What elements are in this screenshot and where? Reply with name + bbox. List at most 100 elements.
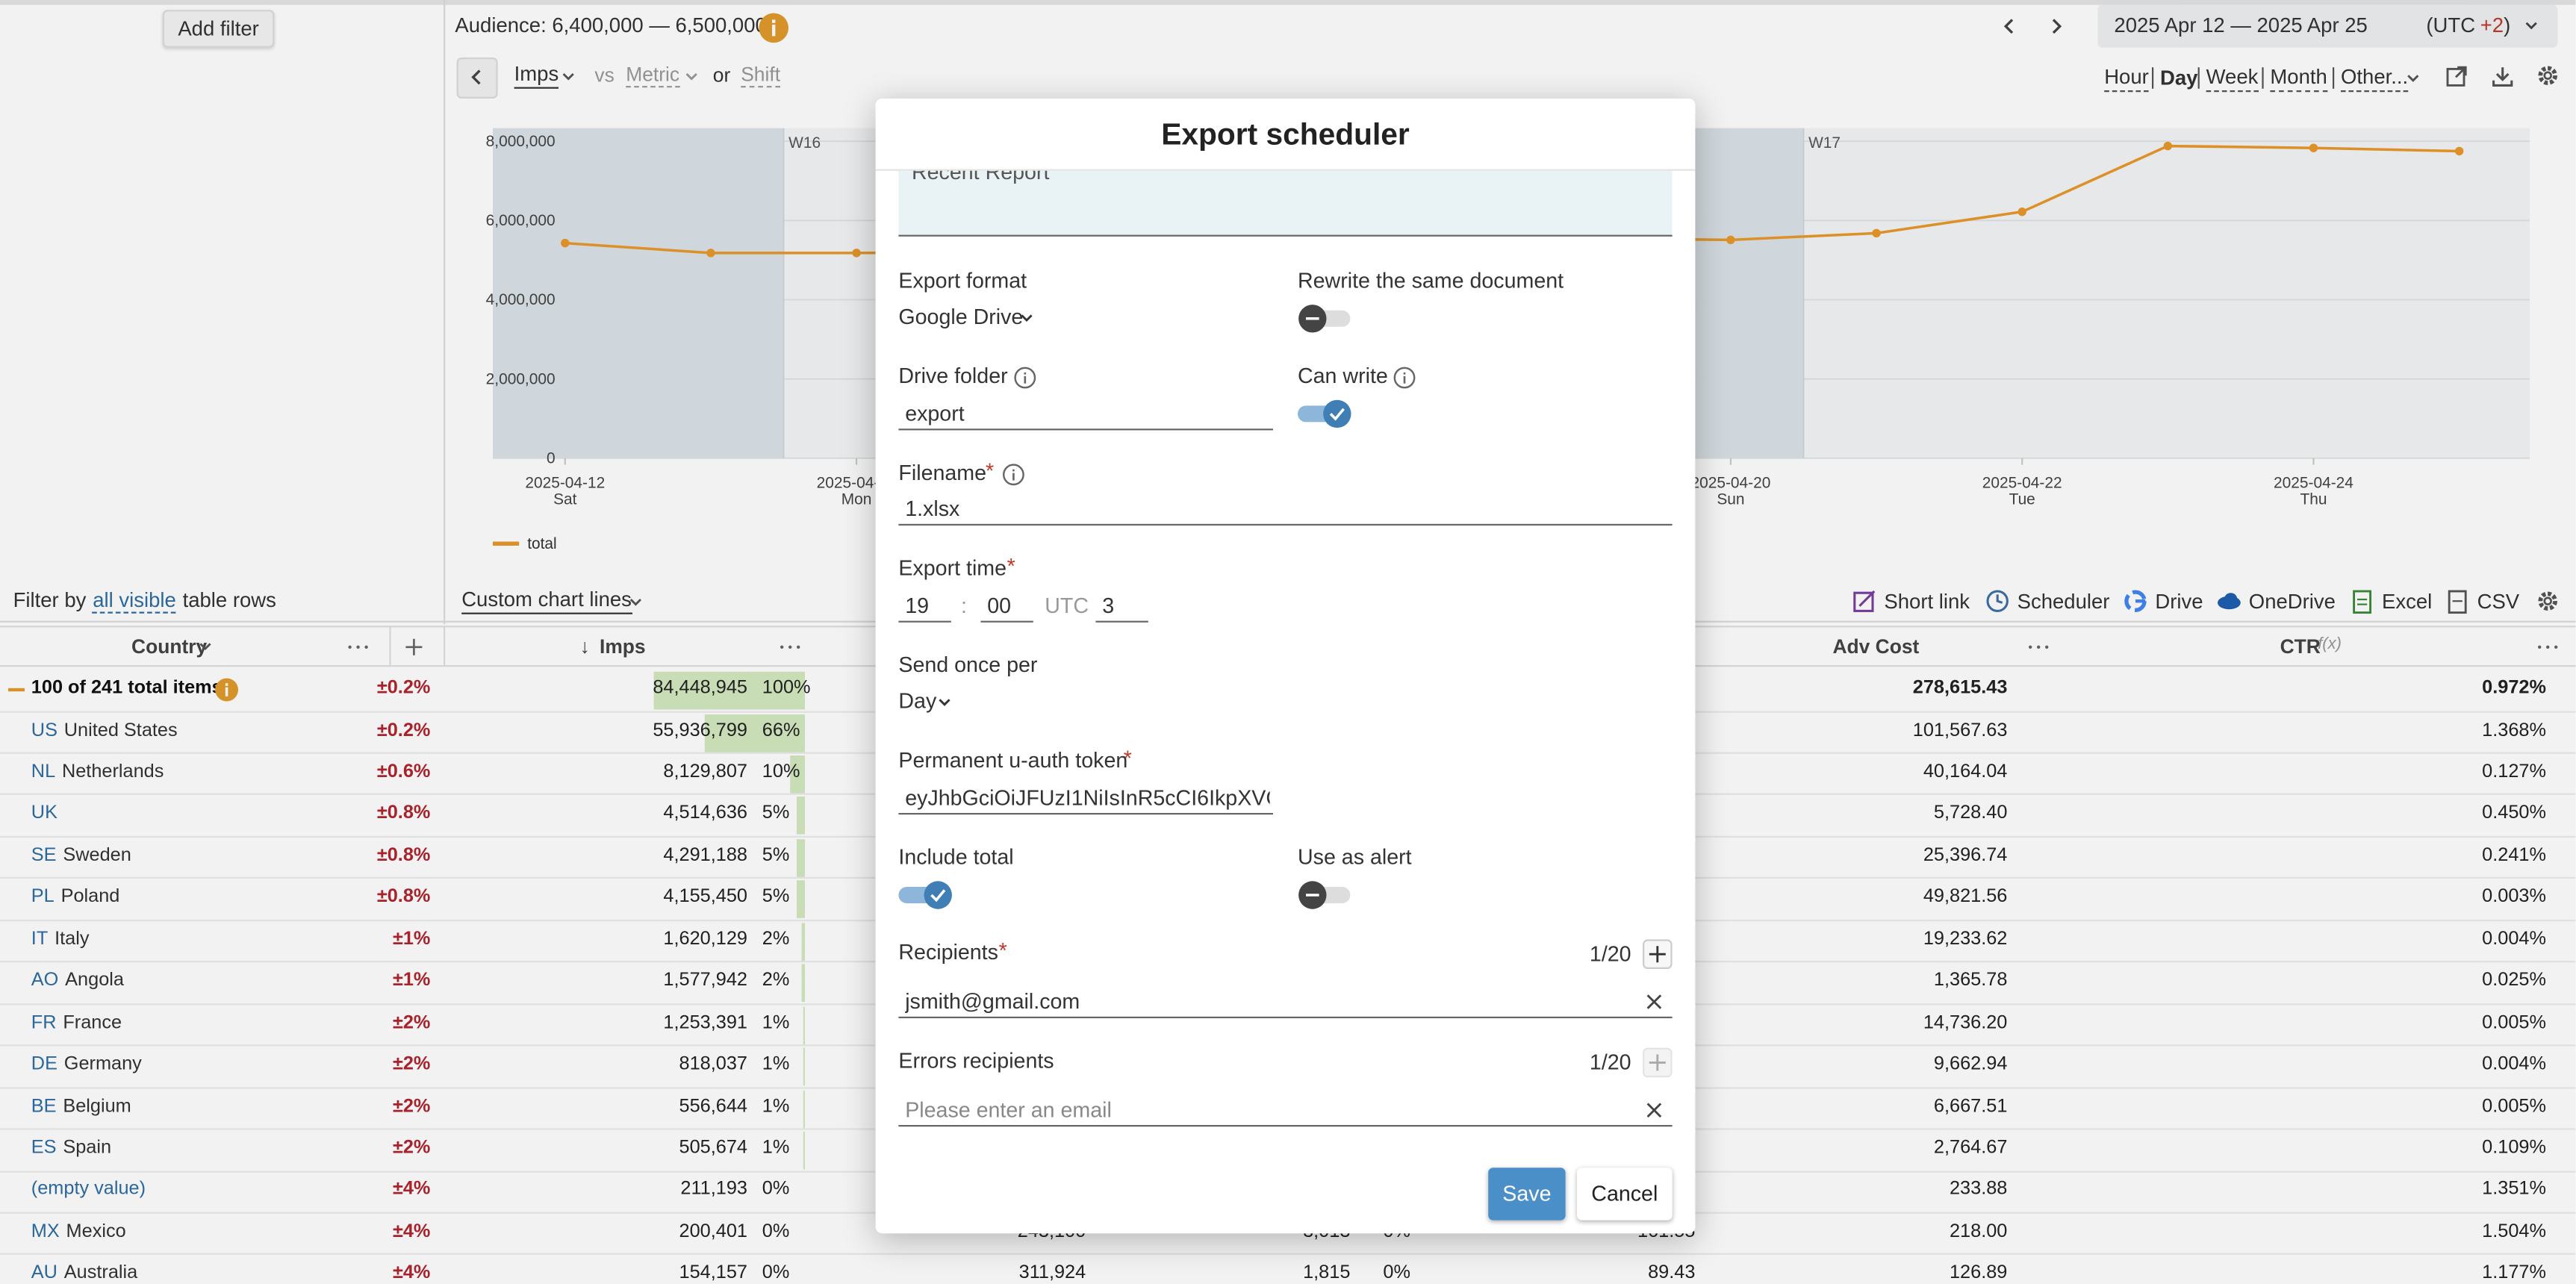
open-external[interactable] <box>2446 66 2468 87</box>
country-cell[interactable]: SE Sweden <box>31 846 131 868</box>
country-name[interactable]: United States <box>63 720 178 741</box>
country-cell[interactable]: MX Mexico <box>31 1222 126 1244</box>
country-cell[interactable]: AO Angola <box>31 971 124 994</box>
country-name[interactable]: Australia <box>63 1263 138 1284</box>
add-error-recipient[interactable] <box>1643 1047 1673 1078</box>
toggle[interactable] <box>1298 880 1354 910</box>
recipient-input[interactable]: jsmith@gmail.com <box>905 988 1080 1014</box>
country-name[interactable]: Angola <box>65 970 124 991</box>
minute-input[interactable]: 00 <box>987 593 1012 618</box>
plus-icon[interactable] <box>1649 1054 1666 1071</box>
next-period[interactable] <box>2050 18 2064 34</box>
menu-dots[interactable] <box>348 645 368 649</box>
action-icon[interactable] <box>1986 590 2009 613</box>
country-code[interactable]: SE <box>31 845 57 866</box>
shift[interactable]: Shift <box>741 63 781 89</box>
country-name[interactable]: (empty value) <box>31 1179 146 1200</box>
report-name-field[interactable] <box>898 170 1673 237</box>
country-code[interactable]: PL <box>31 887 55 908</box>
granularity-option[interactable]: Day <box>2160 66 2198 89</box>
prev-period[interactable] <box>2003 18 2016 34</box>
country-code[interactable]: FR <box>31 1012 57 1033</box>
country-name[interactable]: Mexico <box>66 1221 126 1242</box>
granularity-option[interactable]: Other... <box>2341 65 2409 92</box>
error-recipient-input[interactable]: Please enter an email <box>905 1097 1112 1123</box>
country-name[interactable]: Netherlands <box>61 761 164 782</box>
metric-select[interactable]: Imps <box>514 63 559 89</box>
custom-chart-lines[interactable]: Custom chart lines <box>461 588 632 614</box>
country-cell[interactable]: US United States <box>31 720 178 743</box>
menu-dots[interactable] <box>2029 645 2049 649</box>
all-visible-link[interactable]: all visible <box>93 588 176 614</box>
country-name[interactable]: Belgium <box>63 1096 131 1117</box>
hour-input[interactable]: 19 <box>905 593 930 618</box>
country-code[interactable]: BE <box>31 1096 57 1117</box>
country-code[interactable]: IT <box>31 929 49 950</box>
action-icon[interactable] <box>2218 590 2241 613</box>
cancel-button[interactable] <box>1577 1168 1673 1221</box>
token-input[interactable]: eyJhbGciOiJFUzI1NiIsInR5cCI6IkpXVC <box>905 785 1270 811</box>
info-icon[interactable] <box>1002 463 1025 486</box>
country-name[interactable]: Germany <box>63 1054 142 1075</box>
action-link[interactable]: OneDrive <box>2248 589 2336 613</box>
metric2-select[interactable]: Metric <box>626 63 680 89</box>
country-cell[interactable]: NL Netherlands <box>31 762 164 785</box>
country-name[interactable]: Italy <box>55 929 90 950</box>
granularity-option[interactable]: Month <box>2270 65 2327 92</box>
back-button[interactable] <box>456 57 498 99</box>
action-icon[interactable] <box>2446 590 2469 614</box>
date-range-box[interactable] <box>2097 4 2558 48</box>
toggle[interactable] <box>1298 304 1354 334</box>
utc-offset-input[interactable]: 3 <box>1102 593 1115 618</box>
clear-error-recipient[interactable] <box>1646 1103 1662 1118</box>
country-name[interactable]: France <box>63 1012 122 1033</box>
country-cell[interactable]: AU Australia <box>31 1264 137 1284</box>
toggle[interactable] <box>898 880 954 910</box>
country-cell[interactable]: ES Spain <box>31 1138 111 1161</box>
menu-dots[interactable] <box>780 645 800 649</box>
country-code[interactable]: ES <box>31 1138 57 1159</box>
granularity-option[interactable]: Week <box>2206 65 2259 92</box>
country-name[interactable]: Spain <box>63 1138 112 1159</box>
country-code[interactable]: UK <box>31 803 57 824</box>
granularity-option[interactable]: Hour <box>2104 65 2149 92</box>
country-cell[interactable]: DE Germany <box>31 1055 142 1077</box>
action-link[interactable]: Short link <box>1884 589 1970 613</box>
action-link[interactable]: Drive <box>2155 589 2203 613</box>
clear-recipient[interactable] <box>1646 994 1662 1009</box>
country-cell[interactable]: BE Belgium <box>31 1097 131 1119</box>
settings[interactable] <box>2536 590 2560 613</box>
filename-input[interactable]: 1.xlsx <box>905 496 960 521</box>
country-name[interactable]: Sweden <box>63 845 131 866</box>
action-icon[interactable] <box>1853 590 1876 613</box>
action-link[interactable]: Scheduler <box>2017 589 2110 613</box>
country-cell[interactable]: (empty value) <box>31 1180 146 1203</box>
country-cell[interactable]: UK <box>31 804 64 826</box>
drive-folder-input[interactable]: export <box>905 401 965 426</box>
action-link[interactable]: CSV <box>2477 589 2520 613</box>
action-link[interactable]: Excel <box>2382 589 2433 613</box>
toggle[interactable] <box>1298 399 1354 429</box>
country-code[interactable]: AO <box>31 970 59 991</box>
action-icon[interactable] <box>2124 590 2147 613</box>
add-filter-label[interactable]: Add filter <box>178 16 259 40</box>
column-header[interactable]: CTR <box>2280 634 2321 658</box>
country-code[interactable]: AU <box>31 1263 57 1284</box>
send-once-select[interactable]: Day <box>898 688 937 714</box>
action-icon[interactable] <box>2351 590 2374 614</box>
country-name[interactable]: Poland <box>60 887 120 908</box>
info-icon[interactable] <box>1393 367 1416 390</box>
country-code[interactable]: MX <box>31 1221 60 1242</box>
save-button[interactable] <box>1488 1168 1566 1221</box>
country-code[interactable]: NL <box>31 761 56 782</box>
cancel-label[interactable]: Cancel <box>1591 1181 1658 1206</box>
country-code[interactable]: DE <box>31 1054 57 1075</box>
export-format-select[interactable]: Google Drive <box>898 304 1024 329</box>
column-header[interactable]: Adv Cost <box>1832 634 1920 658</box>
plus-icon[interactable] <box>1649 946 1666 963</box>
country-cell[interactable]: PL Poland <box>31 888 120 910</box>
save-label[interactable]: Save <box>1502 1181 1552 1206</box>
download[interactable] <box>2492 66 2513 87</box>
report-name[interactable]: Recent Report <box>912 170 1050 184</box>
column-header[interactable]: Imps <box>600 634 646 658</box>
